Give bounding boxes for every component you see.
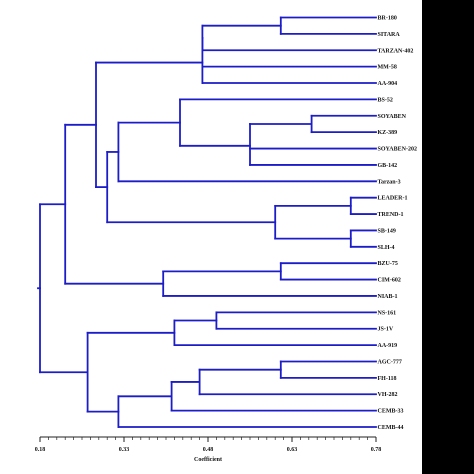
tick-label: 0.78 (371, 447, 382, 453)
leaf-label: LEADER-1 (378, 196, 408, 202)
x-axis: 0.18 0.33 0.48 0.63 0.78 (35, 436, 382, 453)
tree-links (37, 16, 377, 428)
leaf-label: AGC-777 (378, 359, 402, 365)
side-bar (422, 0, 474, 474)
axis-title: Coefficient (194, 457, 222, 463)
tick-label: 0.33 (119, 447, 130, 453)
leaf-label: SB-149 (378, 228, 396, 234)
tick-label: 0.48 (203, 447, 214, 453)
leaf-label: BR-180 (378, 16, 397, 22)
leaf-label: CIM-602 (378, 278, 401, 284)
leaf-labels: BR-180 SITARA TARZAN-402 MM-58 AA-904 BS-52 SO… (378, 16, 417, 432)
leaf-label: CEMB-33 (378, 409, 404, 415)
leaf-label: BZU-75 (378, 261, 398, 267)
leaf-label: AA-904 (378, 81, 398, 87)
leaf-label: SOYABEN-202 (378, 147, 417, 153)
leaf-label: SLH-4 (378, 245, 395, 251)
leaf-label: NIAB-1 (378, 294, 398, 300)
leaf-label: SITARA (378, 32, 401, 38)
leaf-label: SOYABEN (378, 114, 407, 120)
leaf-label: AA-919 (378, 343, 398, 349)
leaf-label: KZ-389 (378, 130, 398, 136)
leaf-label: FH-118 (378, 376, 397, 382)
leaf-label: Tarzan-3 (378, 179, 401, 185)
leaf-label: TARZAN-402 (378, 48, 414, 54)
tick-label: 0.18 (35, 447, 46, 453)
axis-ticks: 0.18 0.33 0.48 0.63 0.78 (35, 437, 382, 453)
leaf-label: TREND-1 (378, 212, 404, 218)
leaf-label: NS-161 (378, 310, 397, 316)
leaf-label: VH-282 (378, 392, 398, 398)
leaf-label: MM-58 (378, 65, 397, 71)
leaf-label: JS-1V (378, 327, 394, 333)
leaf-label: GB-142 (378, 163, 398, 169)
tick-label: 0.63 (287, 447, 298, 453)
leaf-label: CEMB-44 (378, 425, 404, 431)
leaf-label: BS-52 (378, 97, 393, 103)
